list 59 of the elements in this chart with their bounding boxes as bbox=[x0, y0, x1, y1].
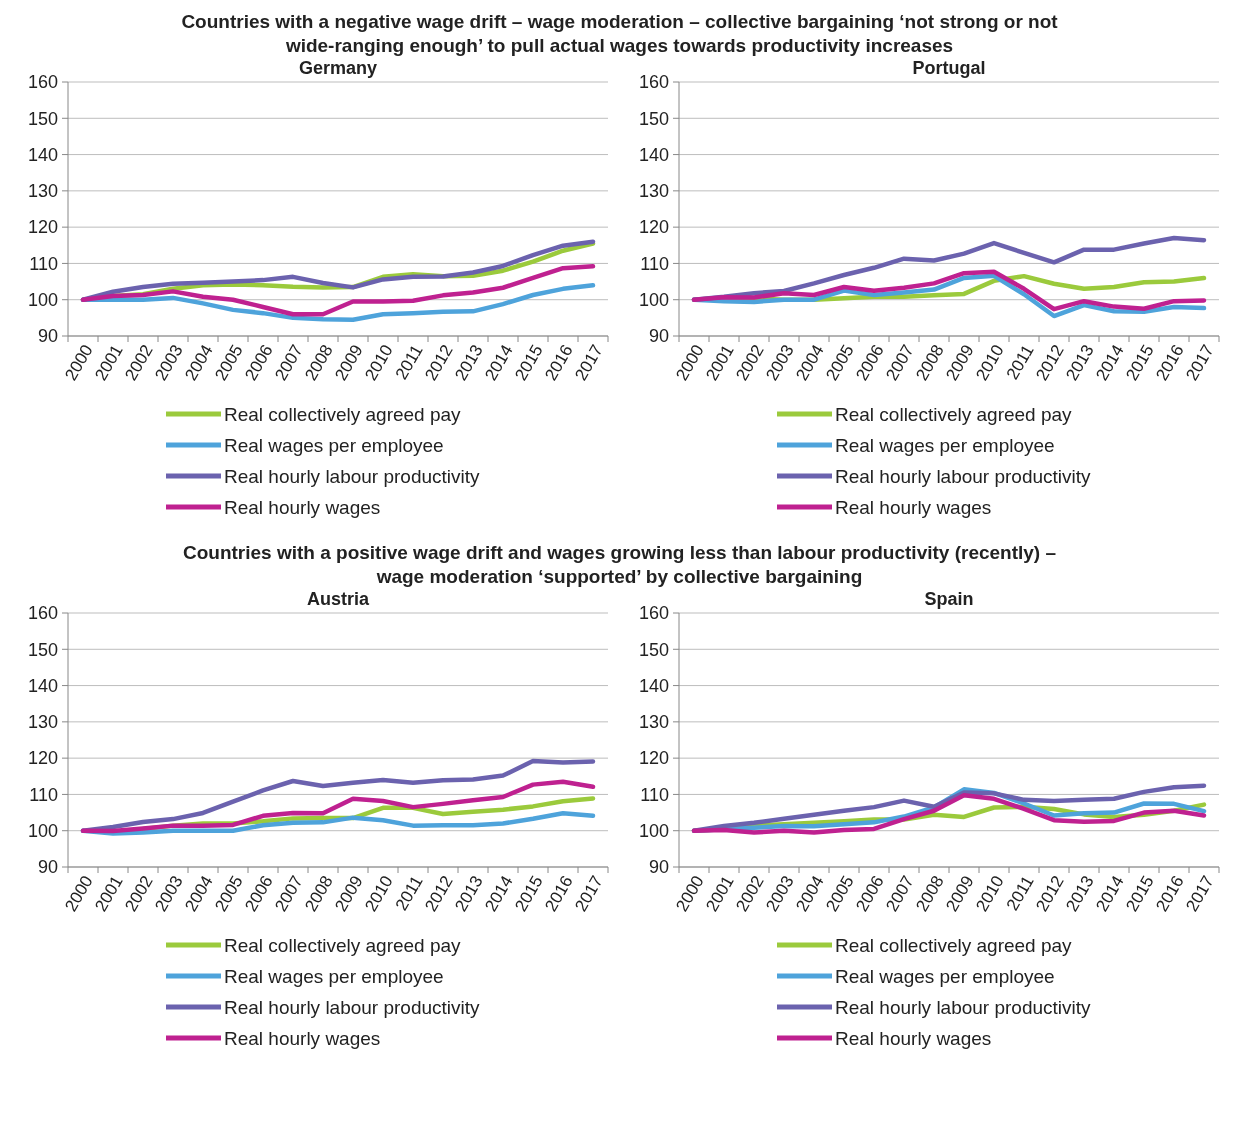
legend-label: Real wages per employee bbox=[224, 434, 444, 456]
y-tick-label: 110 bbox=[640, 253, 669, 274]
y-tick-label: 160 bbox=[27, 603, 58, 624]
legend-label: Real collectively agreed pay bbox=[835, 403, 1073, 425]
y-tick-label: 120 bbox=[638, 748, 669, 769]
line-series bbox=[80, 264, 596, 317]
y-tick-label: 160 bbox=[27, 72, 58, 93]
y-tick-label: 110 bbox=[29, 253, 58, 274]
legend-label: Real wages per employee bbox=[224, 965, 444, 987]
legend-label: Real collectively agreed pay bbox=[224, 403, 462, 425]
legend-label: Real hourly wages bbox=[835, 1027, 992, 1049]
y-tick-label: 140 bbox=[638, 144, 669, 165]
y-tick-label: 150 bbox=[638, 108, 669, 129]
y-tick-label: 140 bbox=[27, 144, 58, 165]
line-series bbox=[80, 779, 596, 834]
y-tick-label: 100 bbox=[27, 821, 58, 842]
y-tick-label: 140 bbox=[27, 675, 58, 696]
legend-label: Real hourly wages bbox=[224, 496, 381, 518]
chart-title: Austria bbox=[306, 589, 370, 609]
legend-label: Real hourly labour productivity bbox=[835, 996, 1092, 1018]
y-tick-label: 120 bbox=[27, 748, 58, 769]
legend-label: Real hourly labour productivity bbox=[224, 465, 481, 487]
chart-title: Portugal bbox=[912, 58, 986, 78]
y-tick-label: 110 bbox=[29, 784, 58, 805]
y-tick-label: 90 bbox=[648, 326, 669, 347]
y-tick-label: 130 bbox=[638, 712, 669, 733]
chart-title: Germany bbox=[298, 58, 378, 78]
text: Countries with a positive wage drift and wages growing less than labour productivity (recently) – wage moderation ‘supported’ by collective bargaining bbox=[182, 542, 1057, 587]
y-tick-label: 110 bbox=[640, 784, 669, 805]
y-tick-label: 130 bbox=[27, 712, 58, 733]
y-tick-label: 160 bbox=[638, 603, 669, 624]
y-tick-label: 120 bbox=[27, 217, 58, 238]
y-tick-label: 90 bbox=[37, 326, 58, 347]
y-tick-label: 90 bbox=[648, 857, 669, 878]
y-tick-label: 150 bbox=[27, 108, 58, 129]
legend-label: Real hourly wages bbox=[224, 1027, 381, 1049]
legend-label: Real collectively agreed pay bbox=[224, 934, 462, 956]
y-tick-label: 100 bbox=[27, 290, 58, 311]
line-series bbox=[691, 235, 1207, 302]
y-tick-label: 150 bbox=[27, 639, 58, 660]
line-series bbox=[691, 269, 1207, 312]
y-tick-label: 130 bbox=[27, 181, 58, 202]
y-tick-label: 100 bbox=[638, 821, 669, 842]
legend-label: Real collectively agreed pay bbox=[835, 934, 1073, 956]
y-tick-label: 150 bbox=[638, 639, 669, 660]
text: Countries with a negative wage drift – wage moderation – collective bargaining ‘not strong or not wide-ranging enough’ to pull actual wages towards productivity increases bbox=[181, 11, 1059, 56]
legend-label: Real hourly labour productivity bbox=[835, 465, 1092, 487]
y-tick-label: 130 bbox=[638, 181, 669, 202]
y-tick-label: 120 bbox=[638, 217, 669, 238]
chart-title: Spain bbox=[924, 589, 974, 609]
y-tick-label: 90 bbox=[37, 857, 58, 878]
line-series bbox=[80, 758, 596, 833]
legend-label: Real wages per employee bbox=[835, 965, 1055, 987]
legend-label: Real hourly labour productivity bbox=[224, 996, 481, 1018]
y-tick-label: 140 bbox=[638, 675, 669, 696]
y-tick-label: 100 bbox=[638, 290, 669, 311]
y-tick-label: 160 bbox=[638, 72, 669, 93]
legend-label: Real wages per employee bbox=[835, 434, 1055, 456]
legend-label: Real hourly wages bbox=[835, 496, 992, 518]
